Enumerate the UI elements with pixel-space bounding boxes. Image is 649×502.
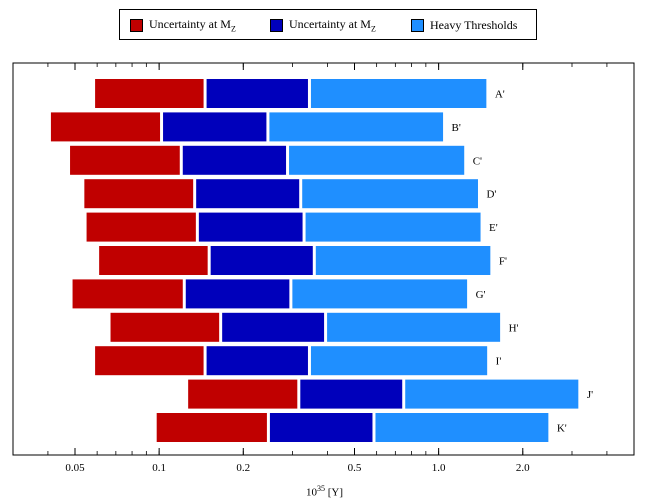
bar-1-1 (95, 79, 204, 108)
bar-1-11 (156, 413, 267, 442)
bar-1-9 (95, 346, 204, 376)
bar-1-7 (72, 279, 183, 309)
x-tick-label-6: 2.0 (516, 462, 530, 474)
bar-2-1 (206, 79, 308, 108)
legend-item-3: Heavy Thresholds (411, 16, 517, 34)
bar-2-4 (196, 179, 300, 209)
bar-label-6: F' (499, 256, 507, 268)
x-axis-label: 1035 [Y] (305, 484, 344, 499)
bar-label-3: C' (473, 155, 482, 167)
legend-swatch-1 (130, 18, 143, 32)
x-tick-label-3: 0.2 (236, 462, 250, 474)
bar-3-8 (327, 312, 501, 342)
bar-2-8 (222, 312, 325, 342)
legend-swatch-3 (411, 18, 424, 32)
legend-label-2: Uncertainty at MZ (289, 16, 376, 34)
bar-3-2 (269, 112, 444, 142)
bar-1-4 (84, 179, 194, 209)
x-tick-label-4: 0.5 (348, 462, 362, 474)
bar-label-8: H' (509, 322, 519, 334)
legend-swatch-2 (270, 18, 283, 32)
bar-1-10 (188, 379, 298, 409)
bar-2-3 (182, 145, 287, 175)
bar-1-3 (70, 145, 180, 175)
bar-3-11 (375, 413, 549, 442)
bar-1-6 (99, 246, 208, 275)
bar-label-11: K' (557, 423, 567, 435)
bar-label-4: D' (486, 189, 496, 201)
bar-3-7 (292, 279, 468, 309)
bar-label-10: J' (587, 389, 593, 401)
legend-label-1: Uncertainty at MZ (149, 16, 236, 34)
legend: Uncertainty at MZ Uncertainty at MZ Heav… (119, 9, 537, 40)
bar-2-9 (206, 346, 308, 376)
bar-3-6 (315, 246, 491, 275)
bar-2-6 (210, 246, 313, 275)
bar-2-10 (300, 379, 403, 409)
bar-1-2 (50, 112, 161, 142)
plot-frame (12, 62, 635, 456)
bar-3-4 (302, 179, 478, 209)
bar-2-5 (198, 212, 303, 242)
bar-3-3 (289, 145, 465, 175)
legend-label-3: Heavy Thresholds (430, 17, 518, 32)
bar-1-8 (110, 312, 220, 342)
x-tick-label-5: 1.0 (432, 462, 446, 474)
bar-2-11 (269, 413, 373, 442)
x-tick-label-2: 0.1 (152, 462, 166, 474)
bar-2-7 (185, 279, 290, 309)
bar-3-1 (310, 79, 487, 108)
bar-3-9 (310, 346, 488, 376)
bar-label-5: E' (489, 222, 498, 234)
bar-label-2: B' (452, 122, 461, 134)
bar-label-7: G' (476, 289, 486, 301)
legend-item-2: Uncertainty at MZ (270, 16, 376, 34)
legend-item-1: Uncertainty at MZ (130, 16, 236, 34)
x-tick-label-1: 0.05 (65, 462, 85, 474)
bar-1-5 (86, 212, 196, 242)
bar-2-2 (163, 112, 267, 142)
bar-label-1: A' (495, 89, 505, 101)
bar-label-9: I' (496, 356, 502, 368)
bar-3-5 (305, 212, 481, 242)
bar-3-10 (405, 379, 579, 409)
